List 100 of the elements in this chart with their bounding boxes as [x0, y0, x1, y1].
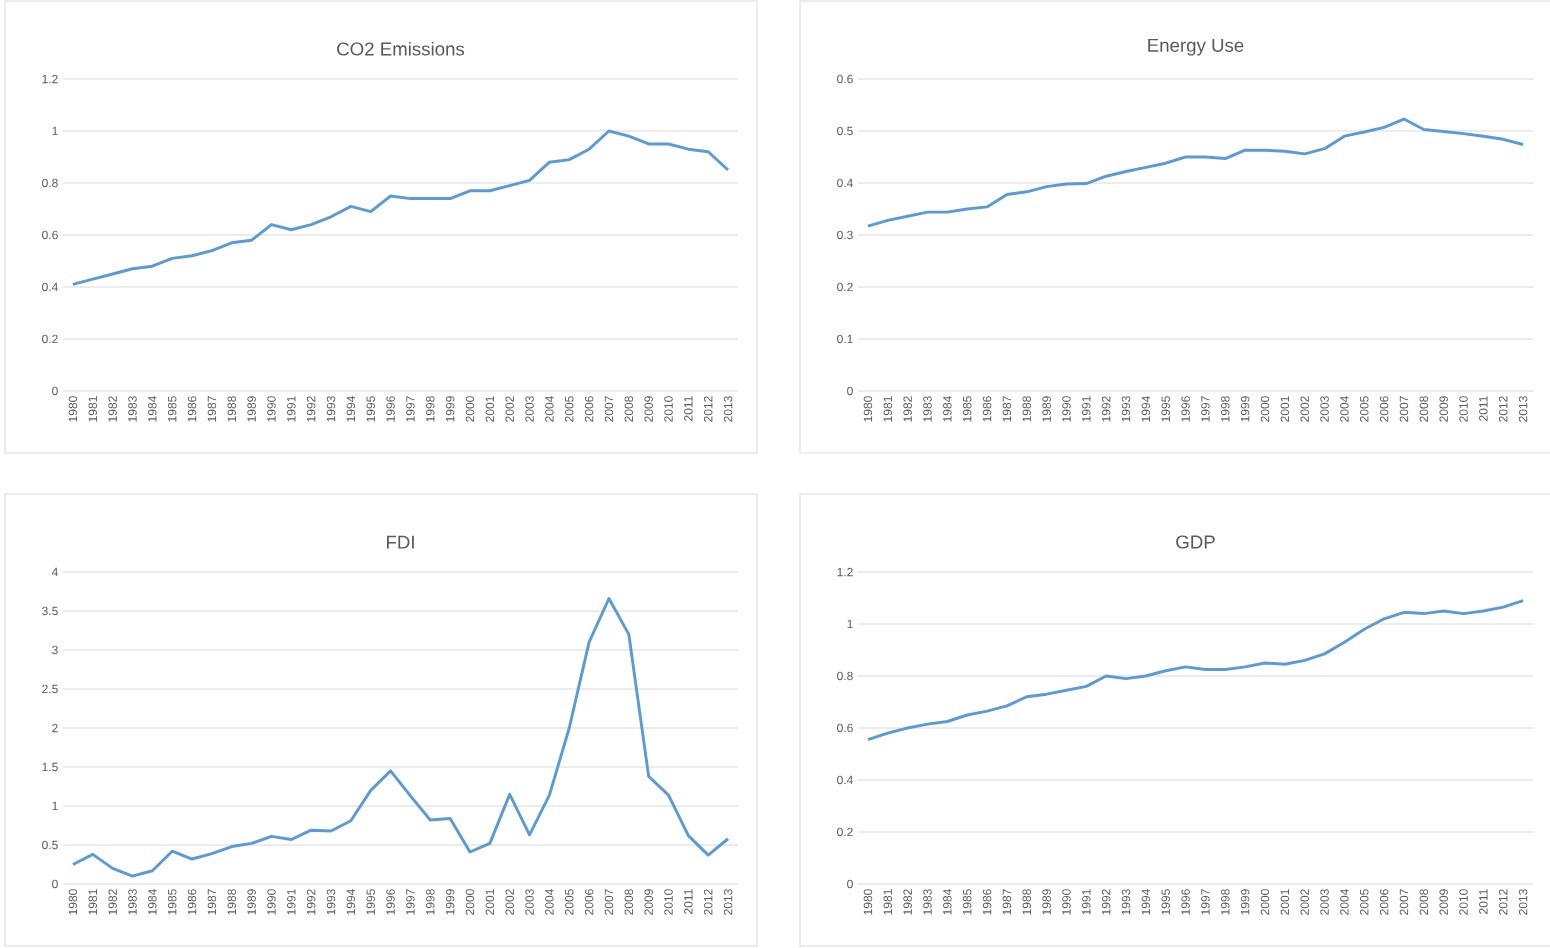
- line-series: [71, 597, 730, 878]
- x-tick-label: 2008: [624, 396, 634, 422]
- x-tick-label: 1995: [1161, 396, 1170, 422]
- x-tick-label: 2013: [1518, 396, 1528, 422]
- line-series: [866, 599, 1525, 742]
- x-tick-label: 2006: [584, 396, 594, 422]
- x-tick-label: 2012: [703, 396, 713, 422]
- y-tick-label: 4: [51, 567, 58, 577]
- x-tick-label: 2001: [1280, 396, 1290, 422]
- x-tick-label: 2005: [1360, 396, 1369, 422]
- x-tick-label: 1994: [346, 396, 356, 422]
- x-tick-label: 2005: [565, 396, 574, 422]
- x-tick-label: 2002: [505, 889, 514, 915]
- x-tick-label: 1986: [982, 396, 992, 422]
- chart-title: CO2 Emissions: [337, 41, 465, 56]
- x-tick-label: 1983: [923, 889, 932, 915]
- x-tick-label: 2009: [644, 889, 653, 915]
- x-tick-label: 2008: [624, 889, 634, 915]
- x-tick-label: 1999: [445, 889, 455, 915]
- x-tick-label: 2007: [1399, 889, 1409, 915]
- x-tick-label: 1991: [287, 396, 296, 422]
- x-tick-label: 2006: [1379, 889, 1389, 915]
- x-tick-label: 1983: [128, 889, 137, 915]
- x-tick-label: 2008: [1419, 396, 1429, 422]
- x-tick-label: 1996: [1181, 889, 1190, 915]
- y-tick-label: 0.1: [837, 334, 853, 344]
- y-tick-label: 1: [52, 801, 58, 811]
- y-tick-label: 0.3: [837, 230, 853, 240]
- y-tick-label: 0: [52, 879, 58, 889]
- x-tick-label: 1994: [1141, 889, 1151, 915]
- x-tick-label: 1999: [1240, 889, 1250, 915]
- x-tick-label: 1997: [406, 889, 415, 915]
- y-tick-label: 0.4: [42, 282, 58, 292]
- line-series: [866, 117, 1525, 228]
- x-tick-label: 1981: [88, 396, 98, 422]
- x-tick-label: 1996: [386, 396, 395, 422]
- x-tick-label: 2010: [664, 889, 673, 915]
- x-tick-label: 2002: [1300, 396, 1309, 422]
- y-tick-label: 2: [52, 723, 58, 733]
- x-tick-label: 1996: [386, 889, 395, 915]
- y-tick-label: 0.8: [42, 178, 58, 188]
- x-tick-label: 1988: [1022, 396, 1032, 422]
- x-tick-label: 1998: [1221, 396, 1230, 422]
- x-tick-label: 1986: [187, 396, 197, 422]
- y-tick-label: 1.2: [837, 567, 853, 577]
- x-tick-label: 1982: [903, 396, 912, 422]
- x-tick-label: 1992: [306, 396, 316, 422]
- x-tick-label: 1987: [1002, 889, 1012, 915]
- x-tick-label: 2010: [1459, 396, 1468, 422]
- x-tick-label: 1981: [883, 396, 893, 422]
- x-tick-label: 2004: [1340, 396, 1349, 422]
- x-tick-label: 1988: [227, 396, 237, 422]
- x-tick-label: 1990: [1062, 889, 1071, 915]
- x-tick-label: 2012: [703, 889, 713, 915]
- x-tick-label: 1992: [306, 889, 316, 915]
- x-tick-label: 2007: [604, 889, 614, 915]
- x-tick-label: 1988: [227, 889, 237, 915]
- x-tick-label: 2012: [1498, 889, 1508, 915]
- x-tick-label: 2000: [465, 396, 475, 422]
- x-tick-label: 1987: [1002, 396, 1012, 422]
- x-tick-label: 1985: [167, 396, 177, 422]
- y-tick-label: 0: [847, 386, 853, 396]
- x-tick-label: 1982: [903, 889, 912, 915]
- y-tick-label: 1.2: [42, 74, 58, 84]
- x-tick-label: 2003: [525, 889, 534, 915]
- x-tick-label: 1983: [128, 396, 137, 422]
- y-tick-label: 1.5: [42, 762, 58, 772]
- x-tick-label: 1984: [943, 396, 952, 422]
- chart-title: GDP: [1176, 535, 1215, 549]
- y-tick-label: 0.6: [837, 723, 853, 733]
- x-tick-label: 2004: [545, 889, 554, 915]
- x-tick-label: 2000: [1260, 396, 1270, 422]
- x-tick-label: 1995: [366, 889, 375, 915]
- x-tick-label: 1980: [863, 396, 873, 422]
- x-tick-label: 2007: [1399, 396, 1409, 422]
- y-tick-label: 0.8: [837, 671, 853, 681]
- x-tick-label: 2010: [664, 396, 673, 422]
- y-tick-label: 0.4: [837, 775, 853, 785]
- y-tick-label: 0.5: [42, 840, 58, 850]
- x-tick-label: 2002: [505, 396, 514, 422]
- x-tick-label: 1993: [326, 889, 336, 915]
- y-tick-label: 0.2: [837, 827, 853, 837]
- x-tick-label: 1984: [943, 889, 952, 915]
- y-tick-label: 0.6: [837, 74, 853, 84]
- y-tick-label: 3.5: [42, 606, 58, 616]
- x-tick-label: 1993: [1121, 889, 1131, 915]
- x-tick-label: 2001: [485, 396, 495, 422]
- x-tick-label: 2013: [723, 889, 733, 915]
- x-tick-label: 2010: [1459, 889, 1468, 915]
- x-tick-label: 1993: [1121, 396, 1131, 422]
- x-tick-label: 2000: [465, 889, 475, 915]
- x-tick-label: 1987: [207, 889, 217, 915]
- x-tick-label: 1982: [108, 396, 117, 422]
- x-tick-label: 1998: [426, 889, 435, 915]
- x-tick-label: 1997: [1201, 396, 1210, 422]
- x-tick-label: 1986: [982, 889, 992, 915]
- x-tick-label: 1996: [1181, 396, 1190, 422]
- x-tick-label: 1998: [1221, 889, 1230, 915]
- x-tick-label: 2009: [1439, 396, 1448, 422]
- x-tick-label: 2008: [1419, 889, 1429, 915]
